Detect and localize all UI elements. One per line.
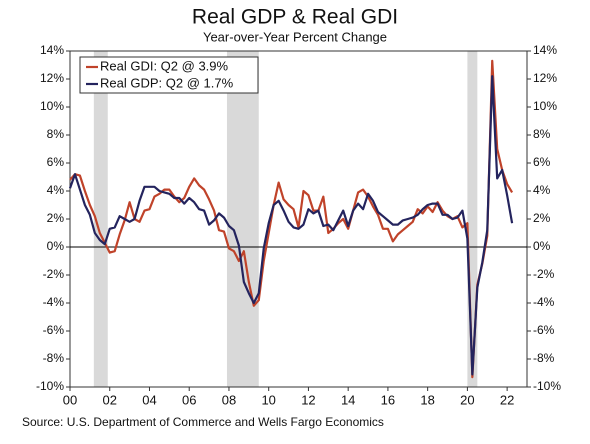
source-note: Source: U.S. Department of Commerce and … bbox=[22, 415, 384, 429]
y-tick-label: 8% bbox=[47, 127, 65, 141]
x-tick-label: 02 bbox=[103, 392, 117, 407]
y-tick-label: 2% bbox=[47, 211, 65, 225]
y2-tick-label: 10% bbox=[533, 99, 557, 113]
y2-tick-label: -2% bbox=[533, 267, 555, 281]
legend-label: Real GDI: Q2 @ 3.9% bbox=[100, 58, 229, 73]
x-tick-label: 22 bbox=[500, 392, 514, 407]
y-tick-label: 6% bbox=[47, 155, 65, 169]
x-tick-label: 06 bbox=[182, 392, 196, 407]
y2-tick-label: -4% bbox=[533, 295, 555, 309]
y2-tick-label: 2% bbox=[533, 211, 551, 225]
legend-box bbox=[79, 56, 259, 94]
series-line bbox=[69, 59, 514, 379]
y-tick-label: -10% bbox=[36, 379, 64, 393]
y2-tick-label: -10% bbox=[533, 379, 561, 393]
y-tick-label: 0% bbox=[47, 239, 65, 253]
y2-tick-label: 4% bbox=[533, 183, 551, 197]
x-tick-label: 18 bbox=[420, 392, 434, 407]
x-tick-label: 00 bbox=[63, 392, 77, 407]
y2-tick-label: 0% bbox=[533, 239, 551, 253]
y2-tick-label: 12% bbox=[533, 71, 557, 85]
y-tick-label: 10% bbox=[40, 99, 64, 113]
y-tick-label: 4% bbox=[47, 183, 65, 197]
series-line bbox=[68, 75, 514, 376]
y2-tick-label: -6% bbox=[533, 323, 555, 337]
x-tick-label: 20 bbox=[460, 392, 474, 407]
recession-band bbox=[93, 51, 108, 387]
x-tick-label: 10 bbox=[261, 392, 275, 407]
recession-band bbox=[226, 51, 259, 387]
y-tick-label: -8% bbox=[43, 351, 65, 365]
y2-tick-label: -8% bbox=[533, 351, 555, 365]
x-tick-label: 14 bbox=[341, 392, 355, 407]
y2-tick-label: 14% bbox=[533, 43, 557, 57]
y-tick-label: 14% bbox=[40, 43, 64, 57]
x-tick-label: 04 bbox=[142, 392, 156, 407]
chart-subtitle: Year-over-Year Percent Change bbox=[203, 29, 387, 44]
y-tick-label: -4% bbox=[43, 295, 65, 309]
recession-band bbox=[467, 51, 478, 387]
y-tick-label: -6% bbox=[43, 323, 65, 337]
y2-tick-label: 6% bbox=[533, 155, 551, 169]
x-tick-label: 16 bbox=[381, 392, 395, 407]
y2-tick-label: 8% bbox=[533, 127, 551, 141]
y-tick-label: -2% bbox=[43, 267, 65, 281]
x-tick-label: 08 bbox=[222, 392, 236, 407]
x-tick-label: 12 bbox=[301, 392, 315, 407]
chart-title: Real GDP & Real GDI bbox=[192, 6, 398, 29]
legend-label: Real GDP: Q2 @ 1.7% bbox=[100, 75, 234, 90]
y-tick-label: 12% bbox=[40, 71, 64, 85]
